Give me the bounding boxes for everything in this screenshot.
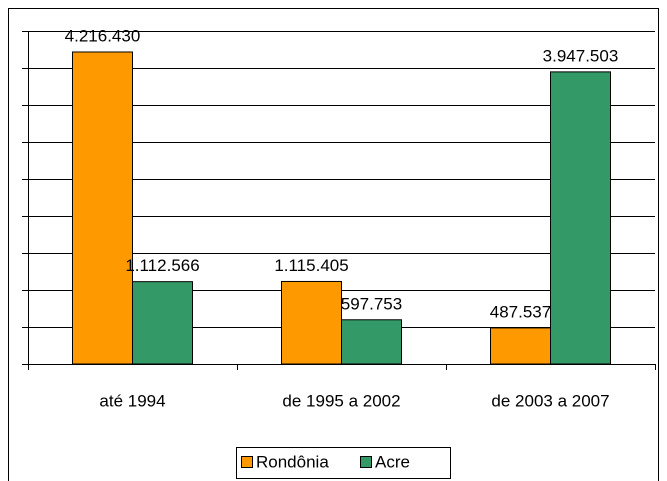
x-tick-label: de 2003 a 2007 [491,391,609,410]
bar [341,319,402,365]
legend-swatch [241,456,253,468]
bar [72,51,133,365]
value-label: 3.947.503 [543,46,619,65]
value-label: 597.753 [341,294,402,313]
legend-swatch [360,456,372,468]
value-label: 4.216.430 [65,26,141,45]
bar [490,327,551,365]
value-label: 1.112.566 [125,256,199,275]
value-label: 487.537 [490,302,551,321]
legend-label: Acre [375,452,410,471]
value-label: 1.115.405 [274,256,348,275]
legend-box [236,447,451,479]
bar [281,280,342,365]
x-tick-label: de 1995 a 2002 [282,391,400,410]
legend-label: Rondônia [256,452,329,471]
x-tick-label: até 1994 [99,391,165,410]
bar [550,71,611,365]
bar [132,281,193,365]
